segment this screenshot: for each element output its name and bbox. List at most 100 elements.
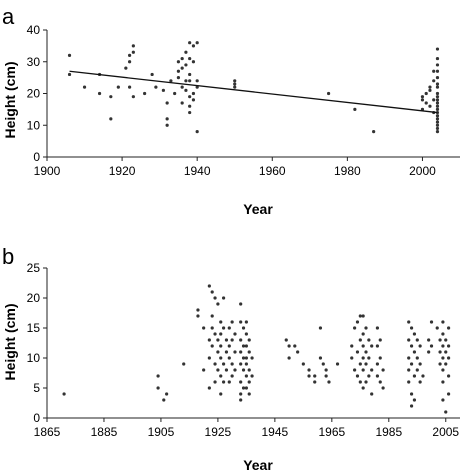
data-point [361, 314, 365, 318]
x-tick-label: 1980 [334, 164, 361, 178]
data-point [358, 380, 362, 384]
data-point [244, 356, 248, 360]
x-tick-label: 1900 [34, 164, 61, 178]
data-point [370, 344, 374, 348]
data-point [435, 98, 440, 102]
data-point [169, 79, 173, 83]
data-point [358, 338, 362, 342]
data-point [202, 368, 206, 372]
data-point [207, 284, 211, 288]
data-point [364, 326, 368, 330]
data-point [313, 374, 317, 378]
data-point [432, 69, 436, 73]
panel-b-xlabel: Year [243, 457, 273, 472]
data-point [67, 53, 72, 58]
data-point [196, 308, 200, 312]
y-tick-label: 20 [27, 87, 41, 101]
data-point [355, 320, 360, 324]
data-point [188, 110, 192, 115]
data-point [435, 47, 440, 51]
data-point [427, 338, 431, 342]
data-point [324, 374, 328, 378]
data-point [210, 326, 214, 330]
data-point [239, 338, 243, 342]
data-point [216, 368, 220, 372]
data-point [247, 380, 251, 384]
x-tick-label: 1865 [34, 425, 61, 439]
data-point [216, 302, 220, 306]
data-point [227, 356, 231, 360]
data-point [109, 117, 113, 121]
data-point [233, 85, 237, 89]
data-point [284, 338, 288, 342]
panel-b-axes: 0 5 10 15 20 25 1865 1885 1905 1925 1945 1965 1985 20… [27, 261, 460, 439]
data-point [432, 79, 436, 83]
data-point [180, 56, 184, 61]
data-point [230, 374, 234, 378]
data-point [239, 380, 243, 384]
data-point [216, 338, 220, 342]
data-point [364, 350, 368, 354]
data-point [131, 44, 135, 48]
data-point [109, 95, 113, 99]
data-point [381, 368, 385, 372]
data-point [210, 290, 214, 294]
data-point [216, 350, 220, 354]
data-point [239, 350, 243, 354]
data-point [184, 50, 188, 54]
data-point [244, 386, 248, 390]
data-point [415, 356, 419, 360]
data-point [378, 380, 382, 384]
data-point [447, 374, 451, 378]
data-point [438, 350, 442, 354]
data-point [324, 368, 328, 372]
trend-line [69, 70, 438, 114]
data-point [207, 356, 211, 360]
data-point [241, 356, 246, 360]
data-point [441, 344, 445, 348]
data-point [435, 107, 440, 111]
data-point [429, 320, 434, 324]
data-point [247, 392, 251, 396]
data-point [375, 362, 379, 366]
data-point [407, 368, 411, 372]
data-point [176, 76, 181, 80]
data-point [230, 362, 234, 366]
data-point [407, 320, 411, 324]
data-point [184, 79, 188, 83]
data-point [191, 91, 196, 96]
data-point [327, 380, 331, 384]
data-point [447, 326, 451, 330]
data-point [435, 126, 440, 131]
data-point [227, 344, 231, 348]
data-point [213, 380, 217, 384]
data-point [131, 50, 135, 54]
data-point [441, 356, 445, 360]
data-point [428, 88, 432, 92]
data-point [188, 79, 192, 83]
data-point [165, 123, 169, 127]
x-tick-label: 1945 [262, 425, 289, 439]
data-point [219, 356, 223, 360]
data-point [241, 326, 246, 330]
data-point [418, 344, 422, 348]
x-tick-label: 1885 [91, 425, 118, 439]
data-point [432, 98, 436, 102]
data-point [441, 332, 445, 336]
y-tick-label: 0 [33, 411, 40, 425]
data-point [353, 107, 357, 111]
data-point [358, 314, 362, 318]
data-point [296, 350, 300, 354]
data-point [407, 356, 411, 360]
data-point [227, 380, 231, 384]
data-point [247, 368, 251, 372]
data-point [444, 350, 448, 354]
data-point [156, 386, 160, 390]
data-point [224, 350, 229, 354]
data-point [165, 101, 169, 105]
data-point [213, 332, 217, 336]
data-point [219, 344, 223, 348]
data-point [195, 85, 199, 89]
data-point [173, 91, 177, 96]
panel-b-marks [62, 284, 451, 414]
